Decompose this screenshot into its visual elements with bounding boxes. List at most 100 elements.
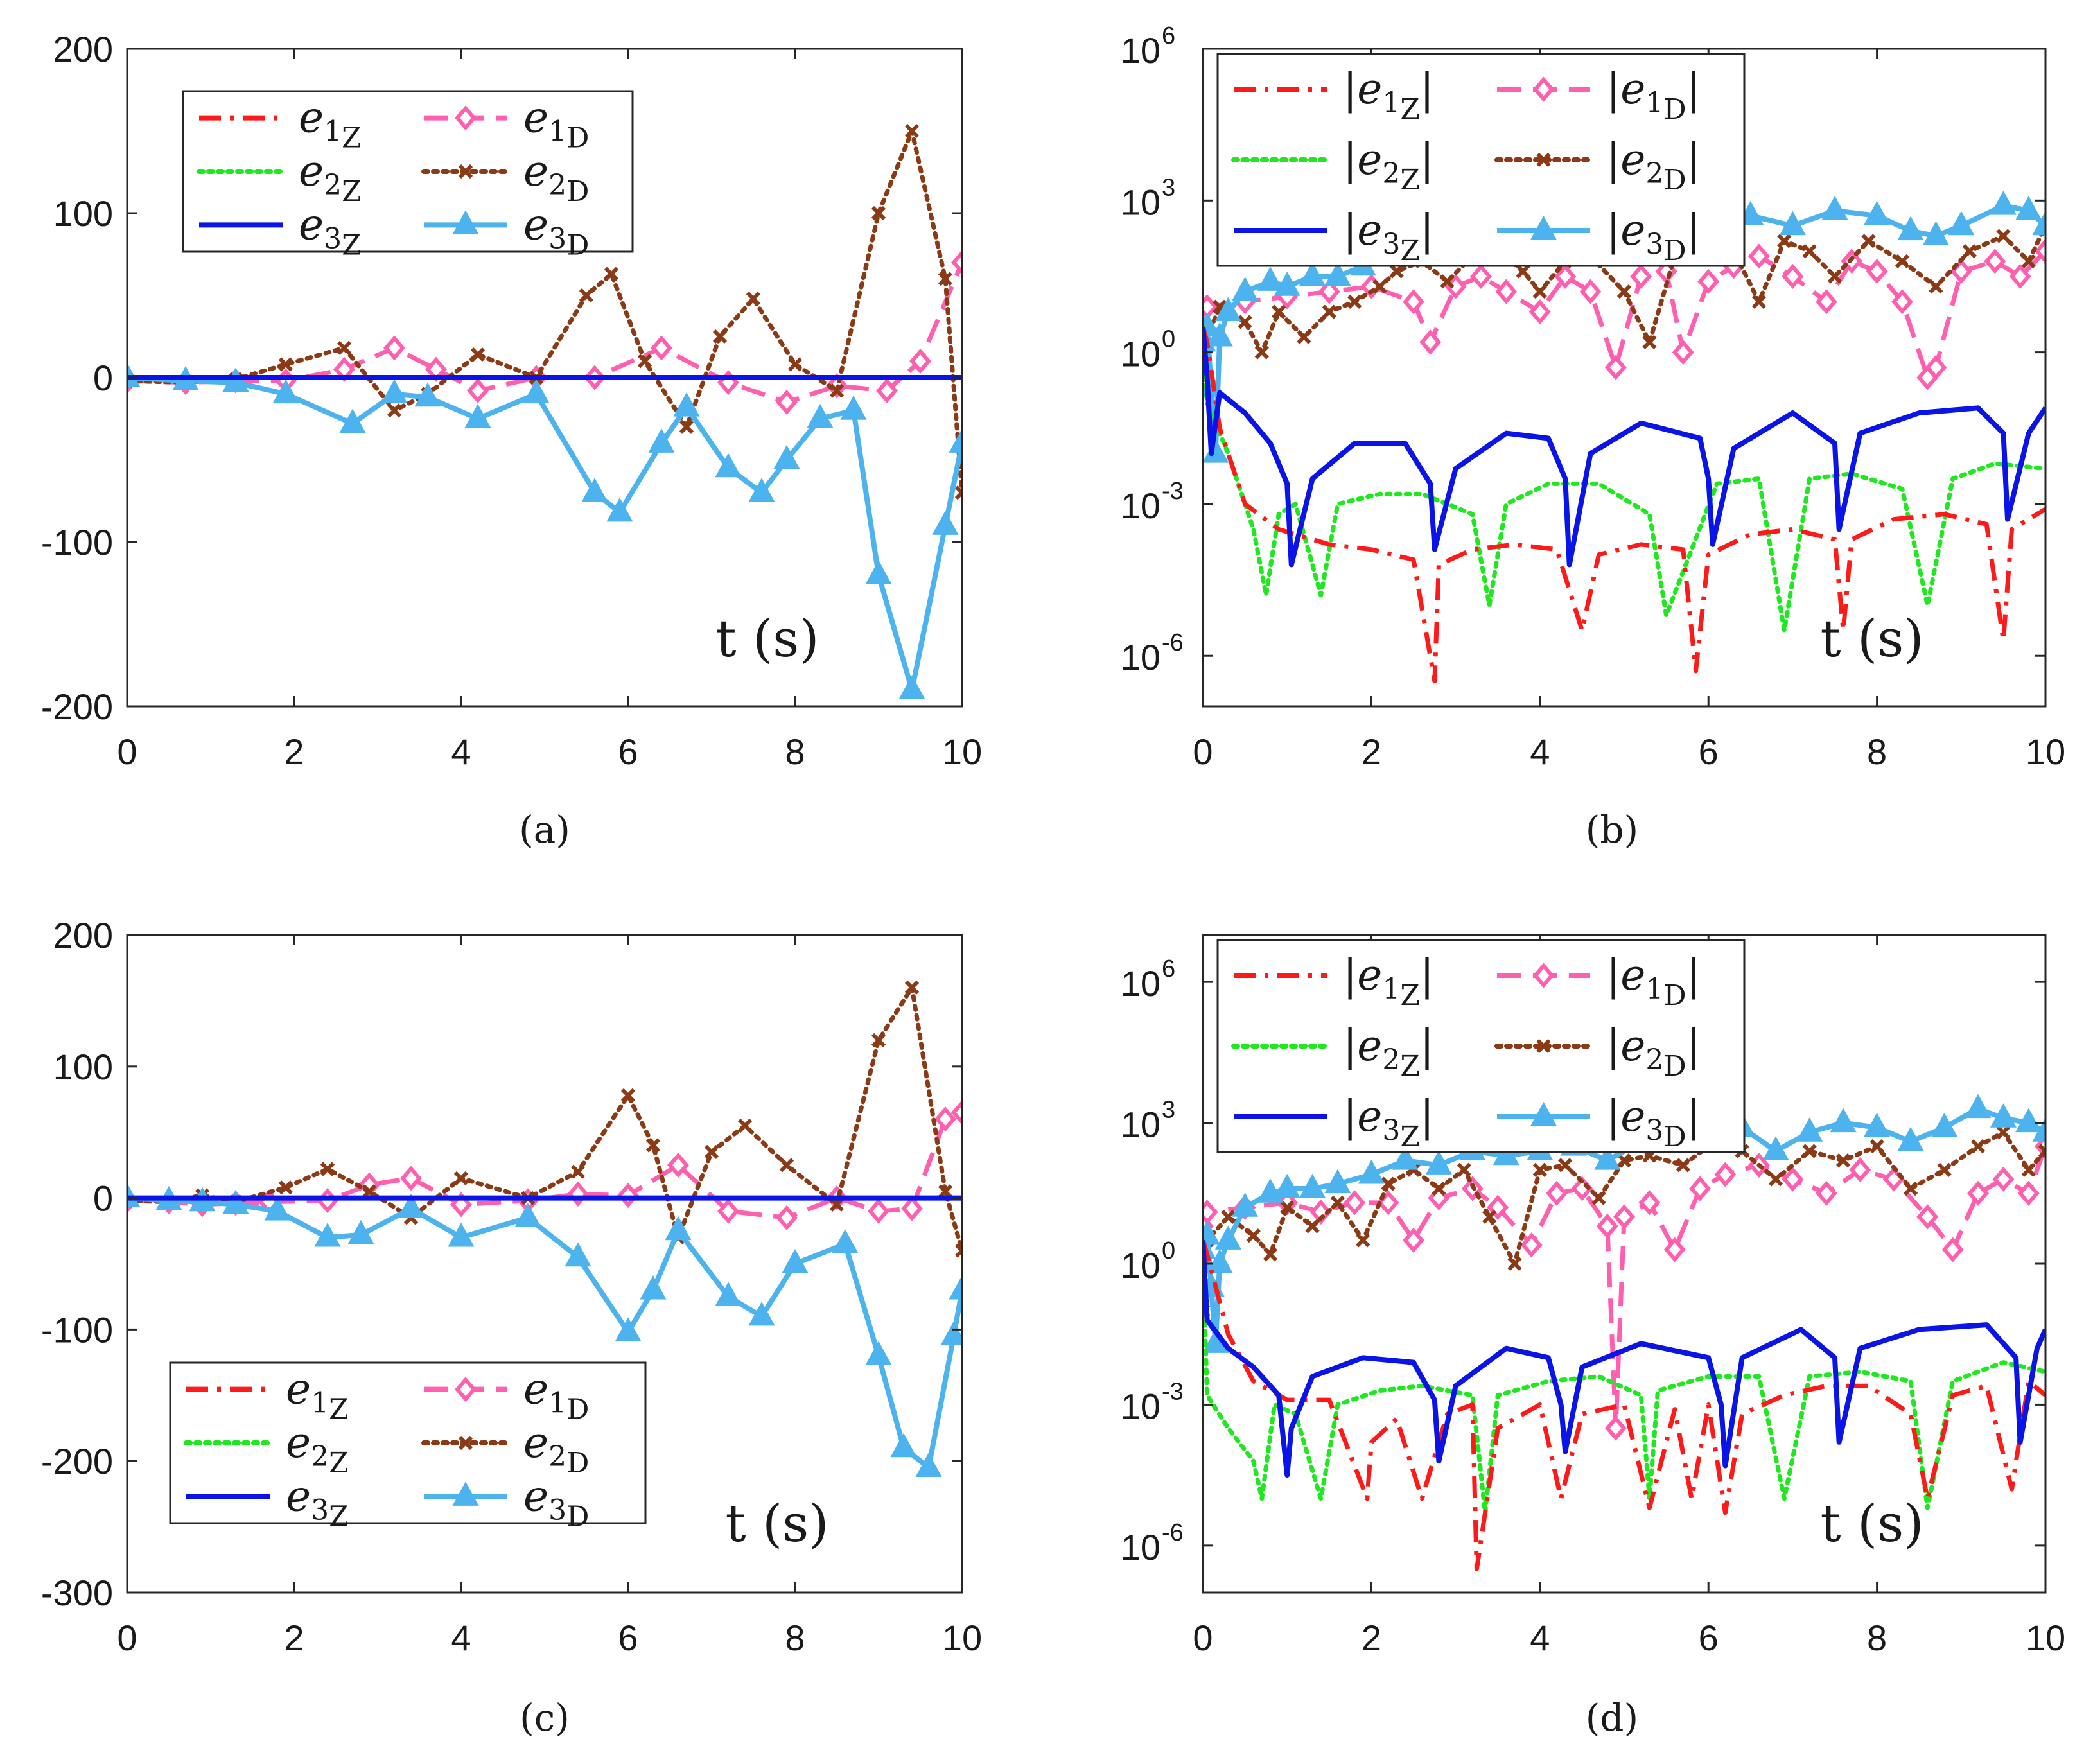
data-point-1d xyxy=(1495,279,1518,304)
series-line-3d xyxy=(127,375,962,693)
legend-item: e1Z xyxy=(199,93,362,155)
x-tick-label: 8 xyxy=(1867,1618,1887,1658)
panel-caption: (b) xyxy=(1586,808,1638,851)
plot-area xyxy=(127,123,962,699)
data-point-2d xyxy=(1532,284,1547,299)
y-tick-exponent: 0 xyxy=(1162,326,1175,353)
data-point-3d xyxy=(1779,211,1806,236)
data-point-2d xyxy=(604,266,619,281)
legend-index: 1 xyxy=(311,1387,329,1420)
y-tick-label: 10 xyxy=(1121,334,1160,374)
x-tick-label: 10 xyxy=(942,731,982,772)
y-tick-exponent: 0 xyxy=(1162,1237,1175,1264)
y-tick-label: 0 xyxy=(93,358,113,398)
legend-subscript: Z xyxy=(1400,1050,1420,1083)
data-point-3d xyxy=(565,1242,591,1267)
data-point-3d xyxy=(782,1248,809,1273)
legend-item: e2Z xyxy=(197,146,362,208)
legend-subscript: D xyxy=(1663,1121,1686,1153)
data-point-3d xyxy=(640,1275,667,1300)
legend-marker xyxy=(1532,963,1555,988)
data-point-2d xyxy=(1802,1144,1817,1158)
legend-marker xyxy=(452,1481,479,1506)
x-tick-label: 0 xyxy=(117,1618,137,1658)
data-point-1d xyxy=(1815,1180,1837,1206)
y-tick-label: 10 xyxy=(1121,1527,1160,1568)
data-point-3d xyxy=(314,1222,341,1247)
legend-item: |e2D| xyxy=(1494,135,1701,196)
data-point-1d xyxy=(1714,1162,1737,1187)
legend-item: |e3Z| xyxy=(1234,1092,1434,1153)
legend-marker xyxy=(455,1377,477,1402)
data-point-2d xyxy=(1903,1181,1918,1196)
data-point-3d xyxy=(832,1229,859,1253)
data-point-3d xyxy=(1897,1126,1924,1151)
data-point-2d xyxy=(1532,1162,1547,1177)
legend-subscript: Z xyxy=(342,122,362,155)
x-tick-label: 4 xyxy=(451,731,471,772)
data-point-2d xyxy=(1280,1200,1295,1215)
legend-marker xyxy=(1532,76,1555,102)
data-point-3d xyxy=(807,403,834,428)
data-point-3d xyxy=(581,478,608,502)
legend-marker xyxy=(458,1435,473,1451)
legend-label: |e2D| xyxy=(1606,135,1701,196)
legend-label: e2D xyxy=(523,146,589,208)
abs-bar: | xyxy=(1606,135,1620,184)
legend-label: |e1Z| xyxy=(1343,950,1434,1012)
data-point-2d xyxy=(904,980,920,995)
data-point-3d xyxy=(347,1219,374,1244)
data-point-1d xyxy=(317,1188,338,1214)
data-point-1d xyxy=(651,335,672,361)
data-point-1d xyxy=(617,1182,639,1209)
legend-symbol: e xyxy=(523,200,548,249)
y-tick-base: 10 xyxy=(1121,485,1160,526)
y-tick-label: 10 xyxy=(1121,637,1160,677)
x-axis-label: t (s) xyxy=(1820,609,1923,668)
y-tick-exponent: -6 xyxy=(1162,629,1184,656)
legend-index: 3 xyxy=(1382,1114,1400,1147)
data-point-2d xyxy=(337,340,352,356)
legend-subscript: D xyxy=(566,122,589,155)
legend-item: e1D xyxy=(424,93,589,155)
x-tick-label: 2 xyxy=(1362,731,1381,772)
abs-bar: | xyxy=(1343,1092,1357,1141)
legend-symbol: e xyxy=(1620,205,1645,255)
data-point-1d xyxy=(1925,354,1947,380)
data-point-1d xyxy=(1596,1213,1618,1239)
data-point-3d xyxy=(264,1196,291,1221)
abs-bar: | xyxy=(1606,205,1620,255)
abs-bar: | xyxy=(1420,950,1434,1000)
y-tick-label: 100 xyxy=(53,193,113,234)
legend-index: 3 xyxy=(324,222,342,255)
abs-bar: | xyxy=(1343,205,1357,255)
legend-symbol: e xyxy=(1357,205,1382,255)
data-point-3d xyxy=(1965,1094,1992,1119)
legend-symbol: e xyxy=(299,146,324,196)
data-point-3d xyxy=(464,403,491,428)
legend-subscript: Z xyxy=(342,229,362,261)
legend-index: 3 xyxy=(548,1494,566,1526)
data-point-2d xyxy=(2038,1144,2045,1158)
legend-subscript: D xyxy=(566,1447,589,1480)
data-point-3d xyxy=(890,1433,917,1458)
data-point-1d xyxy=(383,335,405,361)
legend-label: e2D xyxy=(523,1418,589,1480)
legend-index: 2 xyxy=(1645,157,1663,190)
data-point-1d xyxy=(909,348,931,374)
data-point-1d xyxy=(1747,243,1770,269)
data-point-1d xyxy=(1866,259,1888,284)
data-point-1d xyxy=(2035,238,2045,264)
data-point-2d xyxy=(362,1184,377,1199)
y-tick-exponent: -3 xyxy=(1162,1378,1184,1405)
abs-bar: | xyxy=(1606,1021,1620,1070)
legend-item: e1Z xyxy=(186,1365,349,1426)
axes-box xyxy=(126,934,963,1594)
data-point-1d xyxy=(1520,1232,1543,1258)
legend-item: e2D xyxy=(421,146,589,208)
data-point-3d xyxy=(1796,1117,1823,1142)
data-point-2d xyxy=(1970,1139,1986,1154)
data-point-2d xyxy=(1895,254,1910,268)
